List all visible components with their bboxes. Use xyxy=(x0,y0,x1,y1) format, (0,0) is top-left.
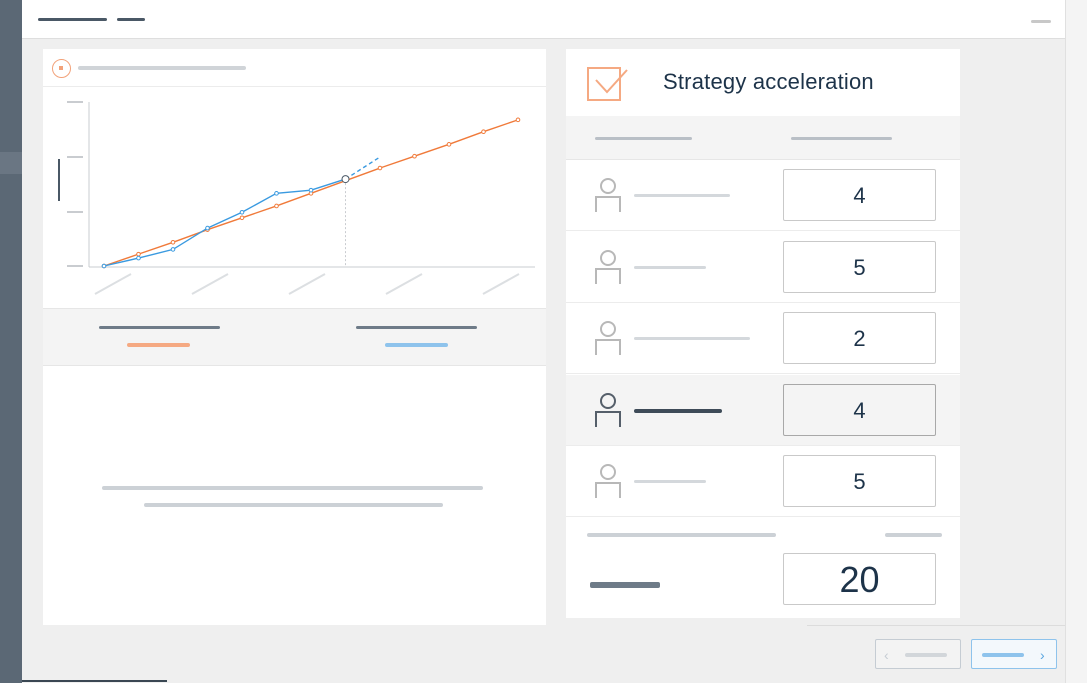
series-1-point-2 xyxy=(170,247,176,252)
radio-target-icon xyxy=(52,59,71,78)
description-line-2 xyxy=(144,503,443,507)
legend-item-orange[interactable] xyxy=(99,309,299,367)
chart-card-title xyxy=(78,66,246,70)
score-input[interactable]: 4 xyxy=(783,169,936,221)
row-name-line xyxy=(634,265,706,269)
row-name-line xyxy=(634,408,722,413)
series-0-point-11 xyxy=(481,129,486,135)
score-input[interactable]: 5 xyxy=(783,240,936,293)
next-button-label xyxy=(982,653,1024,657)
score-panel-header: Strategy acceleration xyxy=(566,49,960,116)
column-header-score xyxy=(791,137,892,140)
chevron-left-icon: ‹ xyxy=(884,647,889,663)
series-1-point-6 xyxy=(308,187,314,193)
series-line-1 xyxy=(103,178,346,267)
top-bar xyxy=(22,0,1065,39)
person-icon xyxy=(595,464,621,498)
total-label-line xyxy=(587,533,776,537)
person-icon xyxy=(595,321,621,355)
series-0-point-9 xyxy=(412,153,417,159)
person-icon xyxy=(595,178,621,212)
score-input[interactable]: 4 xyxy=(783,383,936,436)
previous-button-label xyxy=(905,653,947,657)
series-0-point-8 xyxy=(377,165,383,171)
column-headers xyxy=(566,116,960,160)
next-button[interactable]: › xyxy=(971,639,1057,669)
score-row[interactable]: 2 xyxy=(566,303,960,374)
row-name-line xyxy=(634,480,706,483)
total-score-field[interactable]: 20 xyxy=(783,553,936,605)
series-1-point-3 xyxy=(205,225,210,231)
app-window: Strategy acceleration 4 5 2 4 5 20 ‹ › xyxy=(22,0,1065,683)
series-0-point-2 xyxy=(170,240,176,245)
description-line-1 xyxy=(102,486,483,490)
series-0-point-12 xyxy=(515,117,521,123)
total-sub-label xyxy=(885,533,942,537)
person-icon xyxy=(595,249,621,284)
panel-title: Strategy acceleration xyxy=(663,69,874,94)
sidebar-tab[interactable] xyxy=(0,152,22,174)
series-0-point-5 xyxy=(274,203,279,209)
score-row[interactable]: 5 xyxy=(566,231,960,303)
legend-label-1 xyxy=(99,326,220,329)
chart-legend xyxy=(43,308,546,366)
minimize-button[interactable] xyxy=(1031,20,1051,23)
score-row[interactable]: 4 xyxy=(566,374,960,446)
series-1-point-5 xyxy=(274,191,279,196)
legend-swatch-blue xyxy=(385,343,448,347)
chart-svg xyxy=(58,101,535,295)
person-icon xyxy=(595,392,621,427)
footer-divider xyxy=(807,625,1065,626)
score-panel: Strategy acceleration 4 5 2 4 5 20 xyxy=(566,49,960,618)
chart-card-header xyxy=(43,49,546,87)
series-0-point-10 xyxy=(446,142,452,147)
x-tick-1 xyxy=(191,273,229,295)
previous-button[interactable]: ‹ xyxy=(875,639,961,669)
x-tick-2 xyxy=(288,273,326,295)
total-label xyxy=(590,582,660,588)
breadcrumb-parent[interactable] xyxy=(38,18,107,21)
chart-card xyxy=(43,49,546,625)
row-name-line xyxy=(634,194,730,197)
score-input[interactable]: 5 xyxy=(783,455,936,507)
legend-item-blue[interactable] xyxy=(356,309,556,367)
x-tick-3 xyxy=(385,273,423,295)
left-sidebar-strip xyxy=(0,0,22,683)
score-row[interactable]: 5 xyxy=(566,446,960,517)
series-0-point-4 xyxy=(239,215,245,221)
score-row[interactable]: 4 xyxy=(566,160,960,231)
score-input[interactable]: 2 xyxy=(783,312,936,364)
series-1-point-4 xyxy=(239,209,245,215)
right-rail xyxy=(1065,0,1087,683)
x-tick-0 xyxy=(94,273,132,295)
x-tick-4 xyxy=(482,273,520,295)
projection-line xyxy=(345,156,381,180)
legend-label-2 xyxy=(356,326,477,329)
row-name-line xyxy=(634,337,750,340)
line-chart xyxy=(43,88,546,308)
progress-underline xyxy=(22,680,167,682)
checkbox-check-icon xyxy=(587,67,628,101)
column-header-name xyxy=(595,137,692,140)
legend-swatch-orange xyxy=(127,343,190,347)
series-1-point-0 xyxy=(101,263,107,269)
chevron-right-icon: › xyxy=(1040,647,1045,663)
highlight-point xyxy=(341,175,350,184)
series-0-point-1 xyxy=(136,251,141,257)
series-1-point-1 xyxy=(136,255,141,261)
breadcrumb-current[interactable] xyxy=(117,18,145,21)
